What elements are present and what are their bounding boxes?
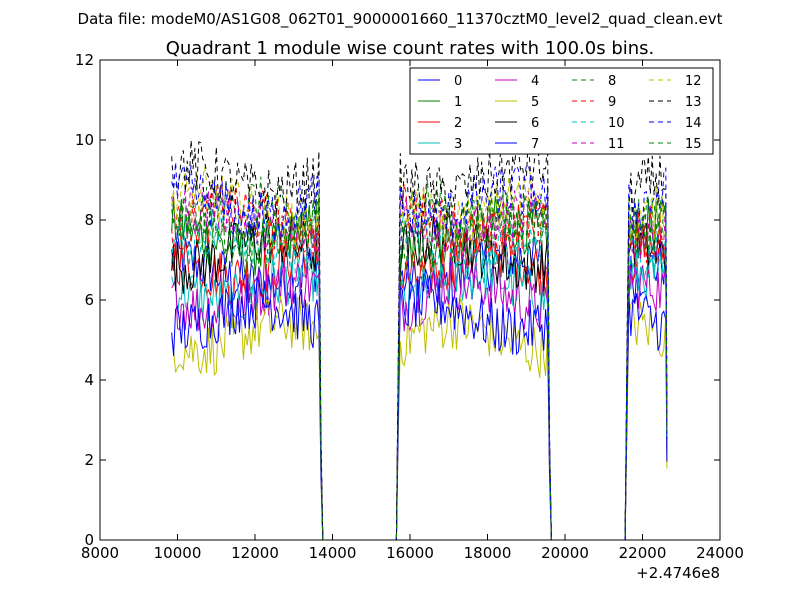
- x-tick-label: 20000: [541, 544, 589, 562]
- legend-label-13: 13: [685, 95, 702, 110]
- legend-label-12: 12: [685, 74, 702, 89]
- y-tick-label: 6: [84, 291, 94, 309]
- series-line-4: [171, 257, 668, 541]
- y-tick-label: 8: [84, 211, 94, 229]
- legend-label-1: 1: [454, 95, 462, 110]
- legend-label-11: 11: [608, 137, 625, 152]
- x-tick-label: 8000: [81, 544, 119, 562]
- figure-suptitle: Data file: modeM0/AS1G08_062T01_90000016…: [78, 10, 723, 29]
- x-tick-label: 14000: [309, 544, 357, 562]
- legend-label-15: 15: [685, 137, 702, 152]
- y-tick-label: 4: [84, 371, 94, 389]
- legend-label-2: 2: [454, 116, 462, 131]
- legend-label-8: 8: [608, 74, 616, 89]
- series-layer: [171, 139, 668, 541]
- series-line-15: [171, 191, 668, 541]
- y-tick-label: 10: [75, 131, 94, 149]
- x-tick-label: 22000: [619, 544, 667, 562]
- series-line-1: [171, 196, 668, 541]
- ticks-layer: 8000 10000 12000 14000 16000 18000 20000 22000 2…: [75, 51, 744, 562]
- series-line-14: [171, 162, 668, 541]
- x-tick-label: 24000: [696, 544, 744, 562]
- x-tick-label: 12000: [231, 544, 279, 562]
- legend-label-7: 7: [531, 137, 539, 152]
- y-tick-label: 12: [75, 51, 94, 69]
- y-tick-label: 0: [84, 531, 94, 549]
- y-tick-label: 2: [84, 451, 94, 469]
- legend-label-14: 14: [685, 116, 702, 131]
- legend-label-5: 5: [531, 95, 539, 110]
- legend-label-10: 10: [608, 116, 625, 131]
- legend-label-9: 9: [608, 95, 616, 110]
- chart-title: Quadrant 1 module wise count rates with …: [166, 38, 655, 59]
- legend-label-6: 6: [531, 116, 539, 131]
- legend-label-3: 3: [454, 137, 462, 152]
- x-tick-label: 16000: [386, 544, 434, 562]
- series-line-7: [171, 273, 668, 541]
- x-tick-label: 18000: [464, 544, 512, 562]
- legend-label-4: 4: [531, 74, 539, 89]
- legend-label-0: 0: [454, 74, 462, 89]
- legend-box: [409, 67, 714, 155]
- x-axis-offset-label: +2.4746e8: [636, 564, 720, 582]
- x-tick-label: 10000: [154, 544, 202, 562]
